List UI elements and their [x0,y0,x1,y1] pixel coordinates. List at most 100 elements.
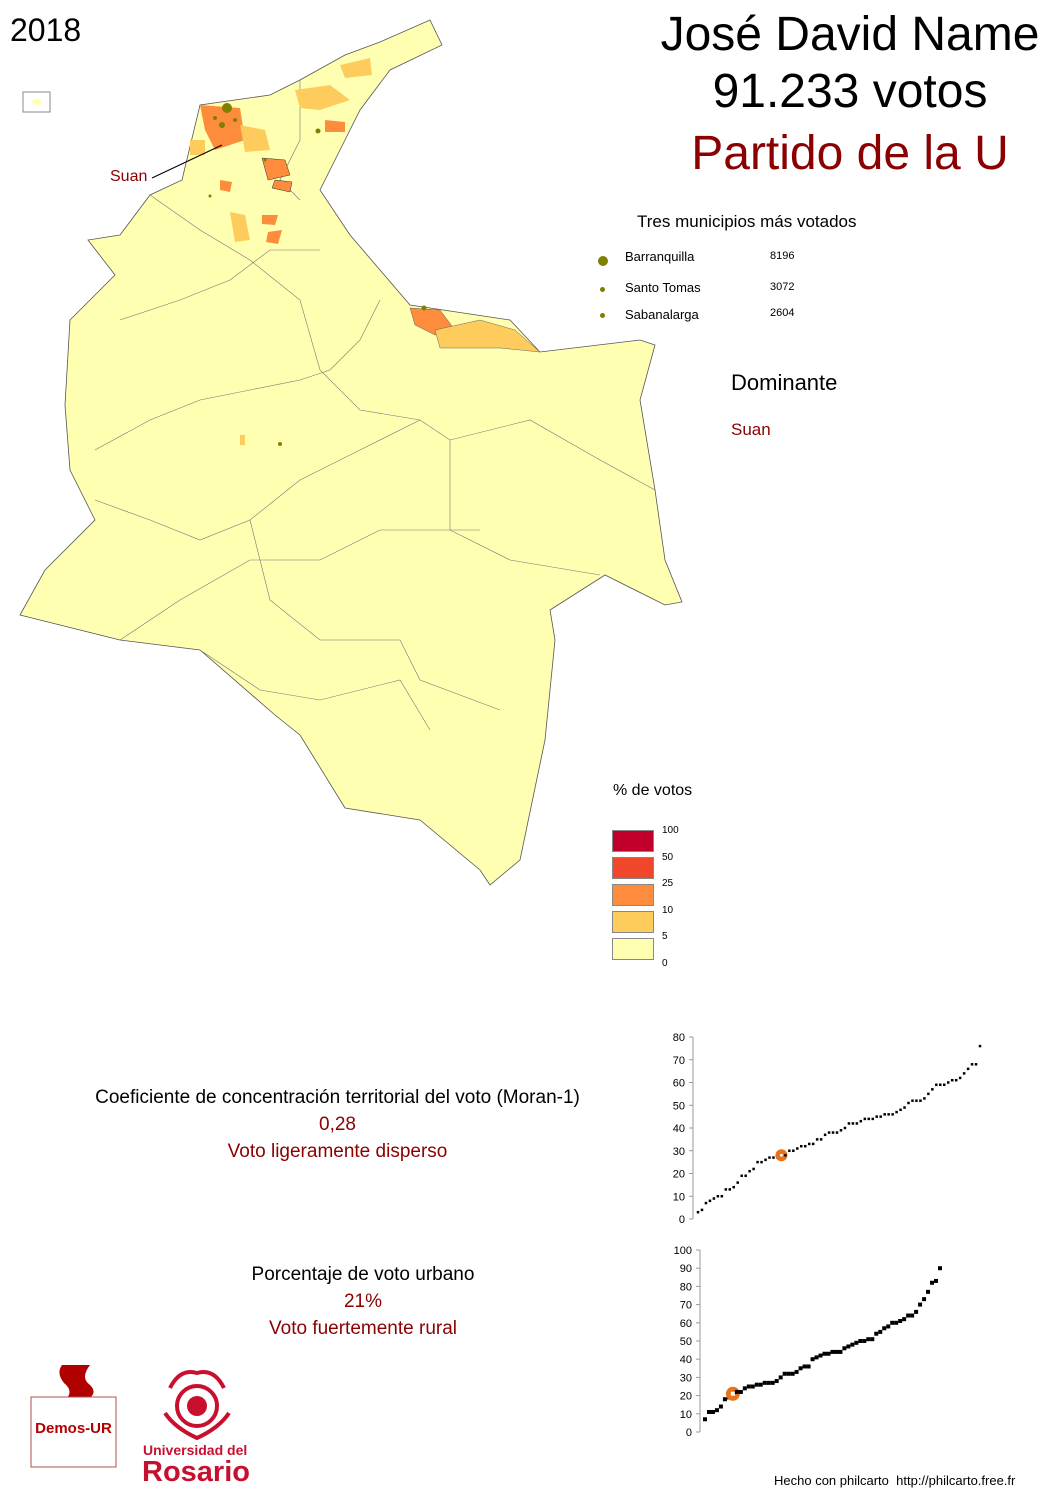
rosario-logo-line2: Rosario [142,1456,250,1488]
data-point [740,1174,743,1178]
legend-break: 10 [662,904,674,916]
data-point [786,1371,791,1376]
data-point [830,1349,835,1354]
legend-swatch-0-5 [612,938,654,960]
legend-swatches [612,830,654,960]
urban-block: Porcentaje de voto urbano 21% Voto fuert… [163,1261,563,1342]
marker-santo-tomas [219,122,225,128]
municipality-name: Barranquilla [625,249,695,264]
data-point [926,1289,931,1294]
moran-label: Voto ligeramente disperso [227,1141,448,1162]
legend-break: 0 [662,957,668,969]
data-point [815,1138,819,1141]
department-borders [94,80,656,731]
dominant-title: Dominante [731,370,838,395]
data-point [827,1131,831,1134]
data-point [871,1117,875,1121]
data-point [931,1088,934,1091]
candidate-votes: 91.233 votos [712,65,988,118]
y-tick-label: 80 [673,1032,685,1044]
map-callout-suan: Suan [110,168,148,185]
data-point [762,1380,767,1385]
dominant-value: Suan [731,420,771,439]
data-point [859,1119,863,1123]
marker-barranquilla [222,103,232,113]
data-point [919,1099,922,1102]
legend-break: 50 [662,851,674,863]
data-point [696,1210,700,1214]
moran-title: Coeficiente de concentración territorial… [95,1087,580,1108]
urban-label: Voto fuertemente rural [269,1318,457,1339]
data-point [708,1199,712,1203]
data-point [806,1364,811,1369]
data-point [803,1144,807,1148]
data-point [835,1131,839,1134]
year-label: 2018 [10,12,82,48]
data-point [878,1329,883,1334]
data-point [950,1078,954,1082]
data-point [782,1371,787,1376]
data-point [838,1349,843,1354]
data-point [780,1154,783,1157]
demos-ur-logo-text: Demos-UR [35,1420,112,1437]
data-point [720,1195,724,1198]
data-point [938,1266,942,1271]
y-tick-label: 40 [680,1354,692,1366]
data-point [886,1324,891,1329]
data-point [752,1167,755,1171]
data-point [819,1138,823,1141]
vote-patches [190,58,541,445]
urban-scatter-chart: 0 10 20 30 40 50 60 70 80 90 100 [674,1245,942,1439]
data-point [712,1197,716,1200]
data-point [768,1156,771,1159]
callout-line [151,144,223,179]
data-point [978,1044,982,1048]
data-point [887,1113,890,1116]
data-point [894,1320,899,1325]
data-point [890,1320,895,1325]
footer-credit-text: Hecho con philcarto [774,1473,889,1488]
marker-large-icon [598,256,608,266]
data-point [754,1382,759,1387]
legend-break: 5 [662,931,668,942]
y-tick-label: 0 [686,1427,692,1439]
moran-block: Coeficiente de concentración territorial… [40,1084,635,1165]
data-point [822,1351,827,1356]
data-point [738,1389,743,1394]
y-tick-label: 10 [673,1191,685,1203]
data-point [846,1344,851,1349]
data-point [831,1131,835,1134]
data-point [915,1099,918,1102]
data-point [796,1147,799,1150]
data-point [870,1337,875,1342]
data-point [748,1169,751,1173]
data-point [883,1113,886,1116]
y-tick-label: 0 [679,1214,685,1226]
data-point [958,1076,962,1080]
y-tick-label: 40 [673,1123,685,1135]
data-point [790,1371,795,1376]
data-point [854,1340,859,1345]
data-point [718,1404,723,1409]
footer-url[interactable]: http://philcarto.free.fr [896,1473,1016,1488]
data-point [826,1351,831,1356]
data-point [704,1201,708,1205]
data-point [810,1357,815,1362]
data-point [934,1278,939,1283]
data-point [742,1386,747,1391]
moran-value: 0,28 [319,1114,356,1135]
data-point [843,1126,847,1130]
data-point [788,1149,791,1152]
data-point [736,1181,739,1184]
data-point [811,1142,815,1146]
y-tick-label: 60 [680,1318,692,1330]
data-point [858,1339,863,1343]
data-point [746,1384,751,1389]
urban-value: 21% [343,1291,383,1312]
y-tick-label: 30 [673,1146,685,1158]
y-tick-label: 80 [680,1281,692,1293]
legend-swatch-5-10 [612,911,654,933]
data-point [911,1099,914,1102]
y-tick-label: 10 [680,1409,692,1421]
